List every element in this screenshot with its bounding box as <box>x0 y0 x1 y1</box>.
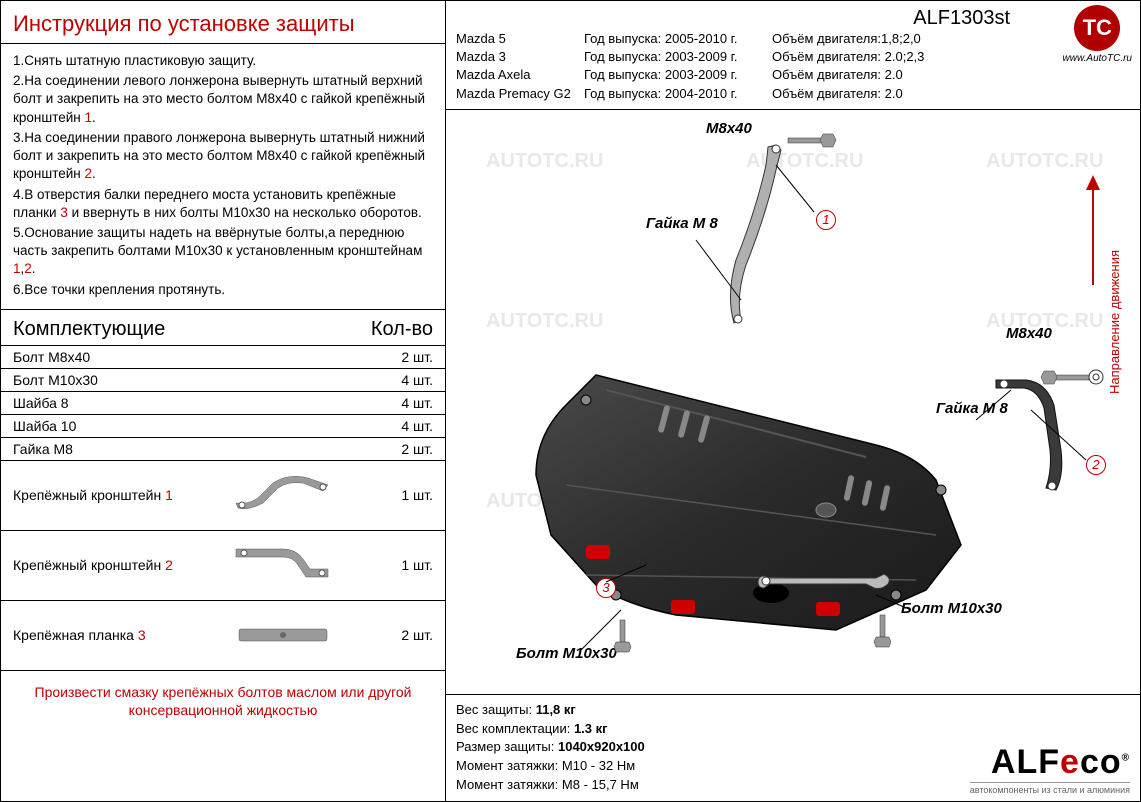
component-row: Гайка М8 2 шт. <box>1 438 445 461</box>
model-engine: Объём двигателя:1,8;2,0 <box>772 30 1130 48</box>
component-row: Болт М8х40 2 шт. <box>1 346 445 369</box>
component-row: Шайба 10 4 шт. <box>1 415 445 438</box>
direction-arrow-icon <box>1078 170 1108 290</box>
model-year: Год выпуска: 2005-2010 г. <box>584 30 764 48</box>
diagram-area: AUTOTC.RU AUTOTC.RU AUTOTC.RU AUTOTC.RU … <box>446 110 1140 694</box>
alfeco-tagline: автокомпоненты из стали и алюминия <box>970 782 1130 795</box>
model-name: Mazda 5 <box>456 30 576 48</box>
watermark: AUTOTC.RU <box>486 150 603 173</box>
step-5: 5.Основание защиты надеть на ввёрнутые б… <box>13 224 433 279</box>
model-engine: Объём двигателя: 2.0 <box>772 85 1130 103</box>
bolt-icon <box>866 610 906 650</box>
red-tag-icon <box>586 545 610 559</box>
alfeco-logo: ALFeco® автокомпоненты из стали и алюмин… <box>970 743 1130 795</box>
components-title: Комплектующие <box>13 318 165 341</box>
components-header: Комплектующие Кол-во <box>1 310 445 346</box>
red-tag-icon <box>671 600 695 614</box>
step-4: 4.В отверстия балки переднего моста уста… <box>13 186 433 222</box>
bracket-1-diagram <box>706 135 826 335</box>
left-column: Инструкция по установке защиты 1.Снять ш… <box>1 1 446 801</box>
spec-header: ALF1303st Mazda 5 Год выпуска: 2005-2010… <box>446 1 1140 110</box>
bracket-row-3: Крепёжная планка 3 2 шт. <box>1 601 445 671</box>
model-name: Mazda Axela <box>456 66 576 84</box>
step-1: 1.Снять штатную пластиковую защиту. <box>13 52 433 70</box>
bracket-2-icon <box>193 545 373 585</box>
callout-m8x40: М8х40 <box>1006 325 1052 342</box>
footer-warning: Произвести смазку крепёжных болтов масло… <box>1 671 445 731</box>
callout-number-1: 1 <box>816 210 836 230</box>
component-row: Болт М10х30 4 шт. <box>1 369 445 392</box>
qty-title: Кол-во <box>371 318 433 341</box>
spec-lines: Вес защиты: 11,8 кг Вес комплектации: 1.… <box>456 701 645 795</box>
model-year: Год выпуска: 2004-2010 г. <box>584 85 764 103</box>
step-3: 3.На соединении правого лонжерона выверн… <box>13 129 433 184</box>
part-number: ALF1303st <box>456 7 1130 30</box>
instructions-body: 1.Снять штатную пластиковую защиту. 2.На… <box>1 44 445 310</box>
red-tag-icon <box>816 602 840 616</box>
callout-m8x40: М8х40 <box>706 120 752 137</box>
bottom-specs: Вес защиты: 11,8 кг Вес комплектации: 1.… <box>446 694 1140 801</box>
step-2: 2.На соединении левого лонжерона выверну… <box>13 72 433 127</box>
step-6: 6.Все точки крепления протянуть. <box>13 281 433 299</box>
bracket-row-1: Крепёжный кронштейн 1 1 шт. <box>1 461 445 531</box>
watermark: AUTOTC.RU <box>486 310 603 333</box>
bolt-icon <box>786 128 846 158</box>
callout-bolt: Болт М10х30 <box>901 600 1002 617</box>
instructions-title: Инструкция по установке защиты <box>1 1 445 44</box>
callout-number-3: 3 <box>596 578 616 598</box>
callout-gaika: Гайка М 8 <box>936 400 1008 417</box>
plank-3-icon <box>193 623 373 647</box>
direction-label: Направление движения <box>1107 250 1122 394</box>
model-spec-grid: Mazda 5 Год выпуска: 2005-2010 г. Объём … <box>456 30 1130 103</box>
component-row: Шайба 8 4 шт. <box>1 392 445 415</box>
model-name: Mazda Premacy G2 <box>456 85 576 103</box>
model-name: Mazda 3 <box>456 48 576 66</box>
model-year: Год выпуска: 2003-2009 г. <box>584 66 764 84</box>
bracket-1-icon <box>193 473 373 518</box>
model-engine: Объём двигателя: 2.0;2,3 <box>772 48 1130 66</box>
wrench-icon <box>756 564 896 594</box>
callout-bolt: Болт М10х30 <box>516 645 617 662</box>
document-page: Инструкция по установке защиты 1.Снять ш… <box>0 0 1141 802</box>
bolt-icon <box>1036 366 1106 391</box>
callout-number-2: 2 <box>1086 455 1106 475</box>
callout-gaika: Гайка М 8 <box>646 215 718 232</box>
bracket-row-2: Крепёжный кронштейн 2 1 шт. <box>1 531 445 601</box>
model-year: Год выпуска: 2003-2009 г. <box>584 48 764 66</box>
model-engine: Объём двигателя: 2.0 <box>772 66 1130 84</box>
right-column: TC www.AutoTC.ru ALF1303st Mazda 5 Год в… <box>446 1 1140 801</box>
bolt-icon <box>606 615 646 655</box>
